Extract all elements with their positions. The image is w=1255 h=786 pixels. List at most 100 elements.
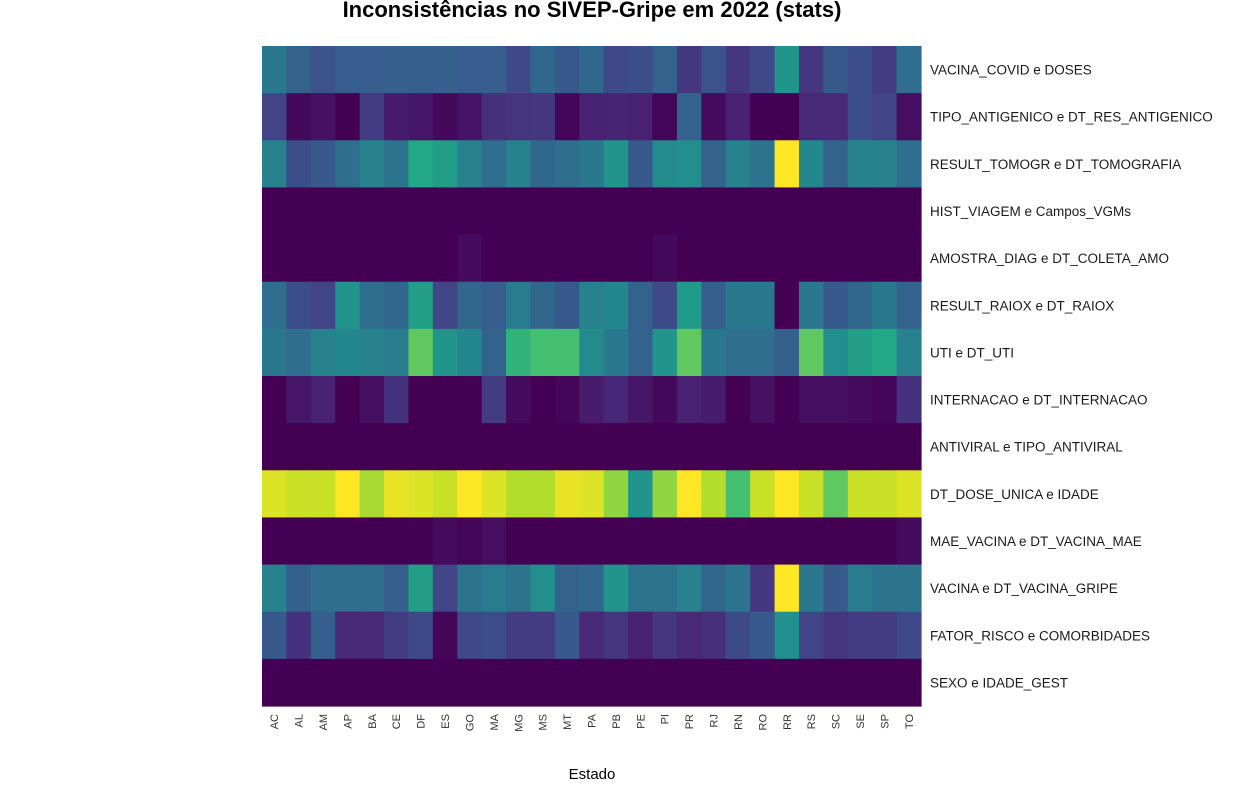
heatmap-cell bbox=[530, 376, 556, 424]
heatmap-cell bbox=[823, 470, 849, 519]
heatmap-cell bbox=[408, 611, 434, 660]
heatmap-cell bbox=[408, 140, 434, 189]
heatmap-cell bbox=[847, 470, 873, 519]
heatmap-cell bbox=[554, 234, 580, 283]
row-label: RESULT_RAIOX e DT_RAIOX bbox=[930, 298, 1114, 313]
heatmap-cell bbox=[359, 234, 385, 283]
heatmap-cell bbox=[530, 658, 556, 707]
heatmap-cell bbox=[286, 328, 312, 377]
heatmap-cell bbox=[896, 470, 922, 519]
column-label: RN bbox=[733, 714, 745, 730]
heatmap-cell bbox=[701, 46, 727, 94]
heatmap-cell bbox=[676, 281, 702, 330]
heatmap-cell bbox=[725, 187, 751, 236]
heatmap-cell bbox=[798, 423, 824, 471]
column-label: CE bbox=[391, 714, 403, 729]
heatmap-cell bbox=[798, 281, 824, 330]
heatmap-cell bbox=[750, 281, 776, 330]
heatmap-cell bbox=[896, 281, 922, 330]
heatmap-cell bbox=[481, 376, 507, 424]
heatmap-cell bbox=[896, 234, 922, 283]
heatmap-cell bbox=[750, 234, 776, 283]
heatmap-cell bbox=[628, 93, 654, 141]
heatmap-cell bbox=[628, 470, 654, 519]
heatmap-cell bbox=[774, 93, 800, 141]
heatmap-cell bbox=[628, 611, 654, 660]
column-label: MA bbox=[489, 713, 501, 730]
heatmap-cell bbox=[774, 234, 800, 283]
heatmap-cell bbox=[384, 423, 410, 471]
heatmap-cell bbox=[847, 658, 873, 707]
heatmap-cell bbox=[481, 281, 507, 330]
heatmap-cell bbox=[725, 564, 751, 613]
column-label: AL bbox=[294, 714, 306, 727]
heatmap-cell bbox=[603, 658, 629, 707]
heatmap-cell bbox=[579, 470, 605, 519]
heatmap-cell bbox=[335, 564, 361, 613]
heatmap-cell bbox=[506, 46, 532, 94]
heatmap-cell bbox=[896, 328, 922, 377]
heatmap-cell bbox=[506, 376, 532, 424]
heatmap-cell bbox=[676, 470, 702, 519]
heatmap-cell bbox=[701, 140, 727, 189]
heatmap-cell bbox=[872, 234, 898, 283]
heatmap-cell bbox=[506, 140, 532, 189]
heatmap-cell bbox=[725, 234, 751, 283]
heatmap-cell bbox=[872, 376, 898, 424]
heatmap-cell bbox=[335, 140, 361, 189]
heatmap-cell bbox=[872, 470, 898, 519]
heatmap-cell bbox=[628, 281, 654, 330]
heatmap-cell bbox=[554, 517, 580, 566]
heatmap-cell bbox=[310, 328, 336, 377]
heatmap-cell bbox=[872, 93, 898, 141]
heatmap-cell bbox=[359, 376, 385, 424]
heatmap-cell bbox=[530, 234, 556, 283]
heatmap-cell bbox=[872, 611, 898, 660]
heatmap-cell bbox=[359, 46, 385, 94]
heatmap-cell bbox=[676, 564, 702, 613]
heatmap-cell bbox=[798, 187, 824, 236]
heatmap-cell bbox=[823, 140, 849, 189]
row-label: VACINA_COVID e DOSES bbox=[930, 63, 1092, 78]
heatmap-cell bbox=[701, 611, 727, 660]
heatmap-cell bbox=[603, 470, 629, 519]
column-labels: AC AL AM AP BA CE DF ES GO MA MG MS MT PA PB PE PI PR RJ RN… bbox=[269, 713, 916, 731]
heatmap-cell bbox=[701, 234, 727, 283]
heatmap-cell bbox=[310, 93, 336, 141]
heatmap-cell bbox=[603, 328, 629, 377]
heatmap-cell bbox=[676, 423, 702, 471]
heatmap-cell bbox=[652, 46, 678, 94]
heatmap-cell bbox=[628, 517, 654, 566]
heatmap-cell bbox=[506, 93, 532, 141]
heatmap-cell bbox=[359, 658, 385, 707]
heatmap-cell bbox=[676, 517, 702, 566]
heatmap-cell bbox=[847, 93, 873, 141]
heatmap-cell bbox=[432, 140, 458, 189]
heatmap-cell bbox=[579, 187, 605, 236]
heatmap-cell bbox=[725, 611, 751, 660]
heatmap-cell bbox=[481, 140, 507, 189]
heatmap-cell bbox=[384, 328, 410, 377]
heatmap-cell bbox=[481, 328, 507, 377]
heatmap-cell bbox=[798, 93, 824, 141]
heatmap-cell bbox=[823, 423, 849, 471]
heatmap-cell bbox=[262, 281, 288, 330]
heatmap-cell bbox=[579, 328, 605, 377]
heatmap-cell bbox=[823, 564, 849, 613]
heatmap-cell bbox=[262, 328, 288, 377]
heatmap-cell bbox=[896, 658, 922, 707]
row-label: SEXO e IDADE_GEST bbox=[930, 675, 1068, 690]
heatmap-cell bbox=[506, 658, 532, 707]
heatmap-cell bbox=[701, 281, 727, 330]
heatmap-cell bbox=[823, 376, 849, 424]
heatmap-cell bbox=[481, 517, 507, 566]
heatmap-cell bbox=[554, 423, 580, 471]
heatmap-cell bbox=[652, 611, 678, 660]
heatmap-cell bbox=[628, 46, 654, 94]
heatmap-cell bbox=[554, 93, 580, 141]
heatmap-cell bbox=[603, 281, 629, 330]
heatmap-cell bbox=[872, 328, 898, 377]
heatmap-cell bbox=[506, 564, 532, 613]
heatmap-cell bbox=[798, 470, 824, 519]
heatmap-cell bbox=[701, 187, 727, 236]
